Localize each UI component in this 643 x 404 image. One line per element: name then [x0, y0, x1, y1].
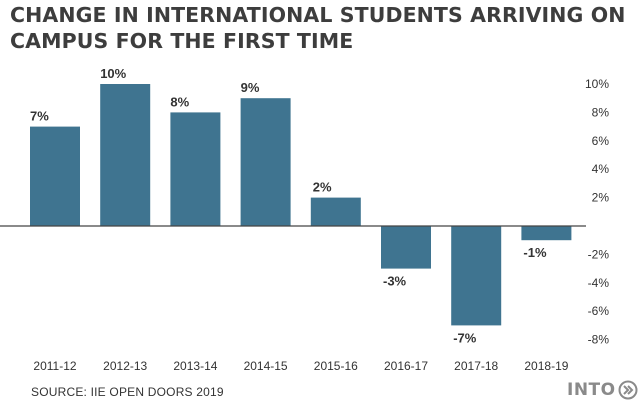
y-tick-label: -2% [588, 247, 610, 261]
chart-title-line-2: CAMPUS FOR THE FIRST TIME [10, 29, 354, 53]
data-label: 7% [30, 109, 49, 124]
x-tick-label: 2011-12 [33, 359, 76, 373]
x-tick-label: 2014-15 [244, 359, 288, 373]
x-tick-label: 2018-19 [524, 359, 568, 373]
y-tick-label: -4% [588, 276, 610, 290]
data-label: -1% [523, 245, 547, 260]
y-tick-label: 4% [592, 162, 610, 176]
x-tick-label: 2012-13 [103, 359, 147, 373]
y-tick-label: -6% [588, 304, 610, 318]
chart-title-line-1: CHANGE IN INTERNATIONAL STUDENTS ARRIVIN… [10, 3, 626, 27]
y-tick-label: -8% [588, 333, 610, 347]
bar-2016-17 [381, 226, 431, 269]
x-tick-label: 2016-17 [384, 359, 428, 373]
chart-title: CHANGE IN INTERNATIONAL STUDENTS ARRIVIN… [10, 2, 630, 54]
x-tick-label: 2013-14 [173, 359, 217, 373]
bar-2014-15 [240, 98, 291, 226]
logo-text: INTO [567, 380, 616, 400]
y-tick-label: 6% [592, 134, 610, 148]
bar-2018-19 [521, 226, 572, 241]
bar-2017-18 [451, 226, 502, 326]
y-tick-label: 10% [585, 77, 609, 91]
data-label: -7% [453, 330, 477, 345]
bar-2012-13 [100, 84, 151, 226]
data-label: 2% [313, 180, 332, 195]
x-tick-label: 2017-18 [454, 359, 498, 373]
data-label: -3% [383, 274, 407, 289]
source-note: SOURCE: IIE OPEN DOORS 2019 [31, 385, 224, 399]
bar-2011-12 [30, 126, 80, 226]
bar-2015-16 [310, 197, 361, 226]
y-tick-label: 2% [592, 191, 610, 205]
data-label: 8% [170, 94, 189, 109]
data-label: 9% [241, 80, 260, 95]
data-label: 10% [100, 66, 126, 81]
double-chevron-right-icon [618, 380, 638, 400]
x-tick-label: 2015-16 [314, 359, 358, 373]
y-tick-label: 8% [592, 105, 610, 119]
bar-2013-14 [170, 112, 221, 226]
into-logo: INTO [567, 379, 638, 401]
